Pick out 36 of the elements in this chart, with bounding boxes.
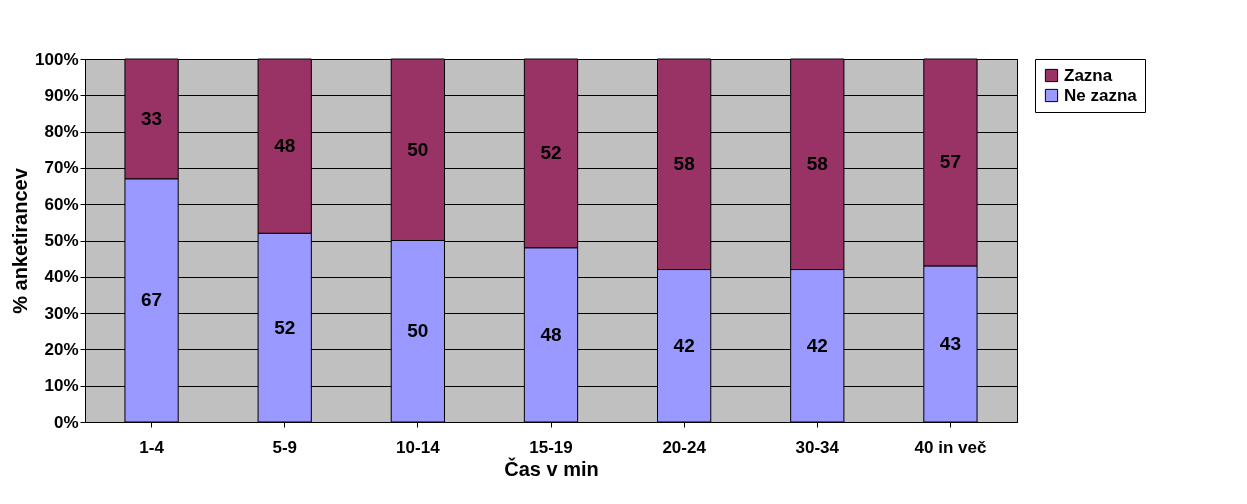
x-tick-label: 30-34 [795,437,840,457]
x-tick-label: 1-4 [139,437,165,457]
y-tick-label: 0% [53,412,79,432]
x-tick-label: 15-19 [529,437,573,457]
y-tick-label: 10% [44,376,79,396]
data-label: 52 [274,316,296,338]
y-axis-title: % anketirancev [9,167,32,314]
data-label: 33 [141,107,163,129]
data-label: 52 [540,142,562,164]
data-label: 42 [806,334,828,356]
data-label: 58 [806,153,828,175]
y-tick-label: 20% [44,339,79,359]
y-tick-label: 70% [44,158,79,178]
y-tick-label: 50% [44,231,79,250]
data-label: 42 [673,334,695,356]
data-label: 67 [141,289,163,311]
x-axis-title: Čas v min [504,456,599,480]
x-tick-label: 10-14 [396,437,441,457]
x-tick-label: 20-24 [662,437,707,457]
y-tick-label: 40% [44,267,79,287]
data-label: 50 [407,320,429,342]
x-tick-label: 40 in več [914,437,987,457]
y-tick-label: 100% [35,49,79,69]
data-label: 57 [939,151,961,173]
y-tick-label: 30% [44,303,79,323]
data-label: 50 [407,138,429,160]
data-label: 43 [939,332,961,354]
data-label: 58 [673,153,695,175]
x-tick-label: 5-9 [272,437,297,457]
legend-label: Ne zazna [1064,85,1138,105]
legend-label: Zazna [1064,65,1113,85]
y-tick-label: 90% [44,85,79,105]
y-tick-label: 80% [44,122,79,142]
data-label: 48 [540,323,562,345]
data-label: 48 [274,135,296,157]
y-tick-label: 60% [44,194,79,214]
